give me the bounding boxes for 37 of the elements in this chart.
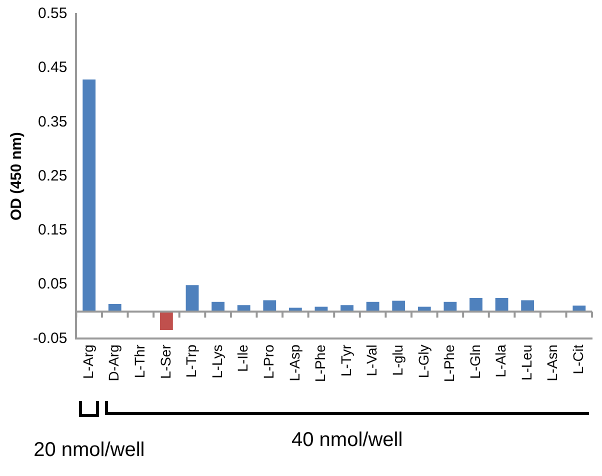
x-tick-label: L-Asp bbox=[286, 344, 302, 382]
x-tick-label: L-Val bbox=[364, 344, 380, 376]
text: 20 nmol/well bbox=[34, 438, 145, 462]
bar bbox=[160, 312, 173, 330]
bar bbox=[263, 300, 276, 312]
x-tick-label: L-Gly bbox=[415, 344, 432, 378]
x-tick-label: L-Tyr bbox=[338, 344, 354, 377]
x-tick-label: L-Ala bbox=[492, 344, 509, 378]
y-axis-title: OD (450 nm) bbox=[8, 132, 26, 220]
text: 40 nmol/well bbox=[292, 428, 403, 452]
x-tick-label: L-Trp bbox=[183, 344, 200, 378]
x-tick-label: L-Thr bbox=[132, 344, 148, 378]
y-tick-label: 0.15 bbox=[38, 222, 68, 239]
bar bbox=[82, 79, 96, 312]
x-tick-label: L-glu bbox=[389, 344, 406, 376]
y-tick-label: 0.25 bbox=[38, 167, 68, 184]
y-tick-label: 0.05 bbox=[38, 276, 68, 293]
x-tick-label: L-Leu bbox=[518, 344, 534, 380]
x-tick-label: L-Ser bbox=[157, 344, 174, 379]
bar bbox=[186, 285, 199, 312]
x-tick-label: L-Phe bbox=[312, 344, 328, 382]
x-tick-label: L-Phe bbox=[441, 344, 458, 382]
x-tick-label: L-Asn bbox=[544, 344, 560, 382]
x-tick-label: L-Gln bbox=[466, 344, 483, 379]
y-tick-label: 0.55 bbox=[38, 5, 68, 22]
y-tick-label: -0.05 bbox=[32, 330, 68, 347]
x-tick-label: L-Cit bbox=[570, 344, 586, 374]
x-tick-label: L-Ile bbox=[234, 344, 251, 372]
x-tick-label: L-Arg bbox=[80, 344, 96, 379]
y-tick-label: 0.45 bbox=[38, 59, 68, 76]
bar bbox=[495, 298, 508, 312]
x-tick-label: L-Pro bbox=[260, 344, 276, 379]
y-tick-label: 0.35 bbox=[38, 113, 68, 130]
x-tick-label: L-Lys bbox=[208, 344, 225, 378]
bar bbox=[470, 298, 482, 312]
x-tick-label: D-Arg bbox=[106, 344, 122, 382]
bar bbox=[521, 300, 534, 312]
